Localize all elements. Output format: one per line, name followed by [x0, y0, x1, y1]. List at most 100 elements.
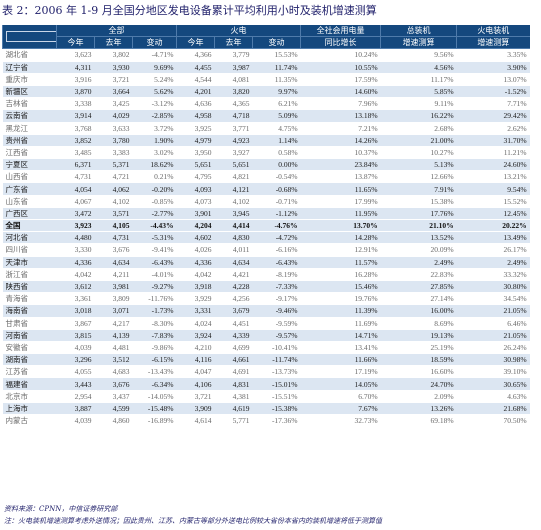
table-title: 表 2：2006 年 1-9 月全国分地区发电设备累计平均利用小时及装机增速测算 [2, 4, 377, 17]
value-cell: -7.83% [132, 329, 177, 342]
value-cell: 3,901 [176, 207, 215, 221]
value-cell: 4,026 [176, 243, 215, 257]
value-cell: 3,018 [56, 304, 95, 318]
value-cell: 15.46% [300, 280, 381, 294]
value-cell: 4,029 [94, 109, 133, 123]
value-cell: 4,381 [214, 390, 253, 403]
value-cell: 17.19% [300, 365, 381, 379]
value-cell: 3.02% [132, 146, 177, 160]
value-cell: 3,909 [176, 402, 215, 416]
value-cell: 3,664 [94, 85, 133, 99]
value-cell: 3,987 [214, 61, 253, 74]
region-cell: 广西区 [2, 207, 57, 221]
value-cell: -15.48% [132, 402, 177, 416]
value-cell: 4,421 [214, 268, 253, 281]
value-cell: 11.69% [300, 317, 381, 330]
value-cell: 3,870 [56, 85, 95, 99]
table-body: 湖北省 3,623 3,802 -4.71% 4,366 3,779 15.53% 10.24… [2, 48, 530, 428]
value-cell: 15.52% [456, 195, 530, 208]
value-cell: 32.73% [300, 414, 381, 428]
header-sub: 去年 [214, 36, 253, 50]
value-cell: 4,121 [214, 182, 253, 196]
value-cell: -4.76% [252, 219, 301, 233]
table-row: 黑龙江 3,768 3,633 3.72% 3,925 3,771 4.75% 7.21% 2.… [2, 122, 530, 135]
header-blank-box [6, 31, 57, 43]
value-cell: 18.62% [132, 158, 177, 172]
value-cell: 4,073 [176, 195, 215, 208]
value-cell: -2.77% [132, 207, 177, 221]
value-cell: 4,958 [176, 109, 215, 123]
value-cell: 9.54% [456, 182, 530, 196]
value-cell: 3,623 [56, 48, 95, 62]
value-cell: 3,802 [94, 48, 133, 62]
value-cell: 4,691 [214, 365, 253, 379]
value-cell: -9.41% [132, 243, 177, 257]
value-cell: 3,361 [56, 292, 95, 306]
value-cell: -13.43% [132, 365, 177, 379]
value-cell: 4,619 [214, 402, 253, 416]
value-cell: 7.67% [300, 402, 381, 416]
value-cell: -4.43% [132, 219, 177, 233]
value-cell: -6.15% [132, 353, 177, 367]
value-cell: 13.70% [300, 219, 381, 233]
value-cell: 3,950 [176, 146, 215, 160]
table-row: 天津市 4,336 4,634 -6.43% 4,336 4,634 -6.43% 11.57… [2, 256, 530, 269]
value-cell: -9.27% [132, 280, 177, 294]
value-cell: 10.24% [300, 48, 381, 62]
region-cell: 湖北省 [2, 48, 57, 62]
value-cell: 3,930 [94, 61, 133, 74]
value-cell: 30.65% [456, 377, 530, 391]
value-cell: 3,925 [176, 122, 215, 135]
value-cell: 11.65% [300, 182, 381, 196]
value-cell: 7.71% [456, 97, 530, 111]
table-row: 全国 3,923 4,105 -4.43% 4,204 4,414 -4.76% 13.70%… [2, 219, 530, 233]
value-cell: 4.75% [252, 122, 301, 135]
value-cell: 14.71% [300, 329, 381, 342]
value-cell: 0.21% [132, 170, 177, 184]
value-cell: 3,071 [94, 304, 133, 318]
value-cell: 16.22% [380, 109, 457, 123]
header-group-thermal: 火电 [176, 25, 301, 38]
value-cell: 3,927 [214, 146, 253, 160]
value-cell: 3,867 [56, 317, 95, 330]
value-cell: 7.91% [380, 182, 457, 196]
region-cell: 江苏省 [2, 365, 57, 379]
value-cell: -5.31% [132, 231, 177, 245]
value-cell: 13.41% [300, 341, 381, 355]
value-cell: -6.16% [252, 243, 301, 257]
value-cell: 3,815 [56, 329, 95, 342]
region-cell: 青海省 [2, 292, 57, 306]
table-row: 吉林省 3,338 3,425 -3.12% 4,636 4,365 6.21% 7.96% 9… [2, 97, 530, 111]
table-row: 陕西省 3,612 3,981 -9.27% 3,918 4,228 -7.33% 15.46… [2, 280, 530, 294]
value-cell: 5.24% [132, 73, 177, 86]
value-cell: 4,054 [56, 182, 95, 196]
value-cell: -14.05% [132, 390, 177, 403]
value-cell: 3.72% [132, 122, 177, 135]
value-cell: 4,731 [94, 231, 133, 245]
value-cell: 4,731 [56, 170, 95, 184]
table-row: 云南省 3,914 4,029 -2.85% 4,958 4,718 5.09% 13.18%… [2, 109, 530, 123]
value-cell: 11.21% [456, 146, 530, 160]
value-cell: 13.49% [456, 231, 530, 245]
value-cell: 3,425 [94, 97, 133, 111]
value-cell: 11.39% [300, 304, 381, 318]
value-cell: 4,201 [176, 85, 215, 99]
value-cell: 2.68% [380, 122, 457, 135]
value-cell: -9.46% [252, 304, 301, 318]
value-cell: 29.42% [456, 109, 530, 123]
value-cell: 9.56% [380, 48, 457, 62]
value-cell: 14.05% [300, 377, 381, 391]
header-group-total-capacity: 总装机 [380, 25, 457, 38]
value-cell: 4,042 [176, 268, 215, 281]
table-row: 广东省 4,054 4,062 -0.20% 4,093 4,121 -0.68% 11.65… [2, 182, 530, 196]
region-cell: 黑龙江 [2, 122, 57, 135]
value-cell: 4,544 [176, 73, 215, 86]
value-cell: 4,217 [94, 317, 133, 330]
value-cell: 13.52% [380, 231, 457, 245]
region-cell: 辽宁省 [2, 61, 57, 74]
value-cell: 5,771 [214, 414, 253, 428]
value-cell: 3,612 [56, 280, 95, 294]
value-cell: -0.54% [252, 170, 301, 184]
value-cell: 3,330 [56, 243, 95, 257]
value-cell: 4,256 [214, 292, 253, 306]
